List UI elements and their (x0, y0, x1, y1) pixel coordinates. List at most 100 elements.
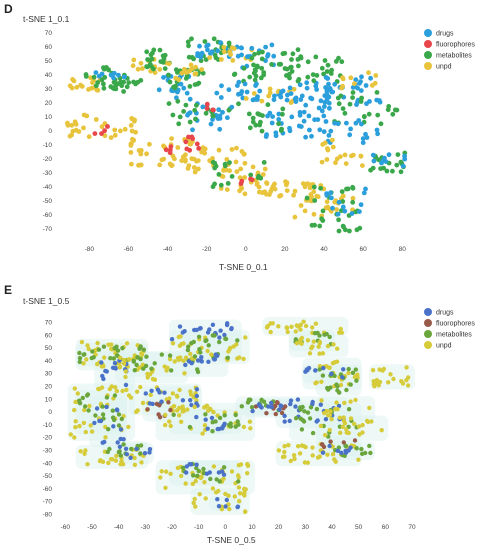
scatter-point-unpd (170, 391, 175, 396)
scatter-point-drugs (297, 82, 303, 88)
scatter-point-drugs (347, 132, 353, 138)
scatter-point-metabolites (108, 356, 113, 361)
scatter-point-unpd (120, 388, 125, 394)
scatter-point-drugs (402, 153, 407, 159)
scatter-point-fluorophores (279, 410, 285, 416)
scatter-point-metabolites (324, 331, 329, 337)
scatter-point-drugs (344, 120, 349, 126)
scatter-point-unpd (241, 356, 246, 362)
scatter-point-drugs (287, 418, 292, 424)
scatter-point-unpd (118, 128, 123, 134)
scatter-point-drugs (159, 399, 164, 404)
scatter-point-unpd (177, 343, 183, 348)
scatter-point-metabolites (160, 53, 166, 59)
scatter-point-unpd (373, 381, 379, 386)
scatter-point-metabolites (314, 406, 320, 412)
scatter-point-drugs (277, 407, 282, 412)
x-axis-title-d: T-SNE 0_0.1 (219, 262, 268, 272)
scatter-point-unpd (227, 506, 232, 512)
scatter-point-unpd (251, 91, 257, 96)
scatter-point-drugs (254, 81, 259, 87)
scatter-point-drugs (307, 127, 312, 133)
scatter-point-unpd (95, 340, 100, 346)
scatter-point-fluorophores (102, 128, 107, 134)
scatter-point-metabolites (398, 159, 404, 165)
scatter-point-metabolites (196, 468, 201, 474)
scatter-point-unpd (138, 162, 144, 168)
scatter-point-drugs (340, 204, 346, 210)
scatter-point-unpd (84, 357, 89, 362)
scatter-point-unpd (113, 458, 119, 463)
scatter-point-unpd (243, 509, 248, 514)
scatter-point-metabolites (195, 81, 200, 87)
x-tick-label: 0 (244, 246, 248, 253)
scatter-point-unpd (243, 335, 248, 340)
x-tick-label: -40 (163, 246, 173, 253)
scatter-point-metabolites (301, 419, 307, 424)
scatter-point-unpd (325, 452, 330, 457)
scatter-point-metabolites (325, 62, 331, 68)
scatter-point-unpd (205, 348, 210, 354)
scatter-point-unpd (81, 420, 87, 426)
scatter-point-fluorophores (273, 411, 278, 417)
scatter-point-fluorophores (321, 444, 327, 450)
scatter-point-unpd (238, 462, 244, 467)
scatter-point-drugs (288, 401, 293, 407)
scatter-point-unpd (78, 82, 83, 88)
scatter-point-metabolites (203, 110, 209, 116)
scatter-point-unpd (202, 150, 208, 156)
scatter-point-drugs (353, 120, 359, 126)
scatter-point-metabolites (339, 189, 345, 195)
scatter-point-fluorophores (183, 139, 189, 145)
scatter-point-drugs (255, 94, 260, 99)
scatter-point-unpd (183, 152, 188, 158)
scatter-point-drugs (284, 97, 290, 103)
scatter-point-unpd (193, 504, 198, 509)
scatter-point-unpd (202, 146, 208, 152)
scatter-point-unpd (254, 180, 260, 186)
scatter-point-drugs (128, 455, 133, 460)
scatter-point-fluorophores (341, 440, 346, 445)
y-tick-label: 0 (48, 409, 52, 416)
scatter-point-fluorophores (157, 403, 162, 408)
scatter-point-unpd (221, 49, 227, 55)
scatter-point-unpd (291, 86, 297, 92)
scatter-point-drugs (224, 497, 229, 503)
scatter-point-drugs (188, 398, 193, 403)
scatter-point-metabolites (116, 423, 122, 428)
x-tick-label: -10 (194, 524, 204, 531)
scatter-point-metabolites (358, 99, 364, 104)
scatter-point-drugs (249, 45, 255, 51)
scatter-point-unpd (235, 356, 240, 361)
scatter-point-unpd (145, 375, 150, 380)
scatter-point-drugs (341, 367, 346, 372)
x-tick-label: 40 (320, 246, 328, 253)
legend-marker-fluorophores (424, 319, 432, 327)
scatter-point-unpd (132, 455, 137, 461)
legend-label-unpd: unpd (436, 64, 452, 71)
scatter-point-unpd (140, 400, 146, 406)
scatter-point-unpd (112, 132, 118, 138)
scatter-point-unpd (353, 397, 358, 403)
scatter-point-metabolites (347, 101, 353, 107)
x-tick-label: -80 (85, 246, 95, 253)
scatter-point-metabolites (216, 172, 222, 177)
scatter-point-unpd (307, 351, 313, 356)
scatter-point-drugs (207, 470, 212, 475)
scatter-point-drugs (358, 88, 364, 93)
scatter-point-unpd (121, 361, 127, 366)
y-tick-label: -20 (43, 435, 53, 442)
scatter-point-unpd (83, 429, 89, 435)
scatter-point-unpd (123, 374, 128, 380)
scatter-point-metabolites (185, 347, 191, 353)
scatter-point-unpd (131, 118, 137, 124)
scatter-point-metabolites (210, 159, 216, 165)
scatter-point-fluorophores (239, 178, 245, 184)
scatter-point-unpd (211, 464, 217, 469)
scatter-point-metabolites (121, 89, 126, 94)
scatter-point-unpd (73, 419, 78, 424)
scatter-point-fluorophores (156, 412, 161, 417)
scatter-point-drugs (181, 85, 187, 91)
scatter-point-unpd (370, 368, 376, 373)
scatter-point-unpd (175, 465, 181, 471)
